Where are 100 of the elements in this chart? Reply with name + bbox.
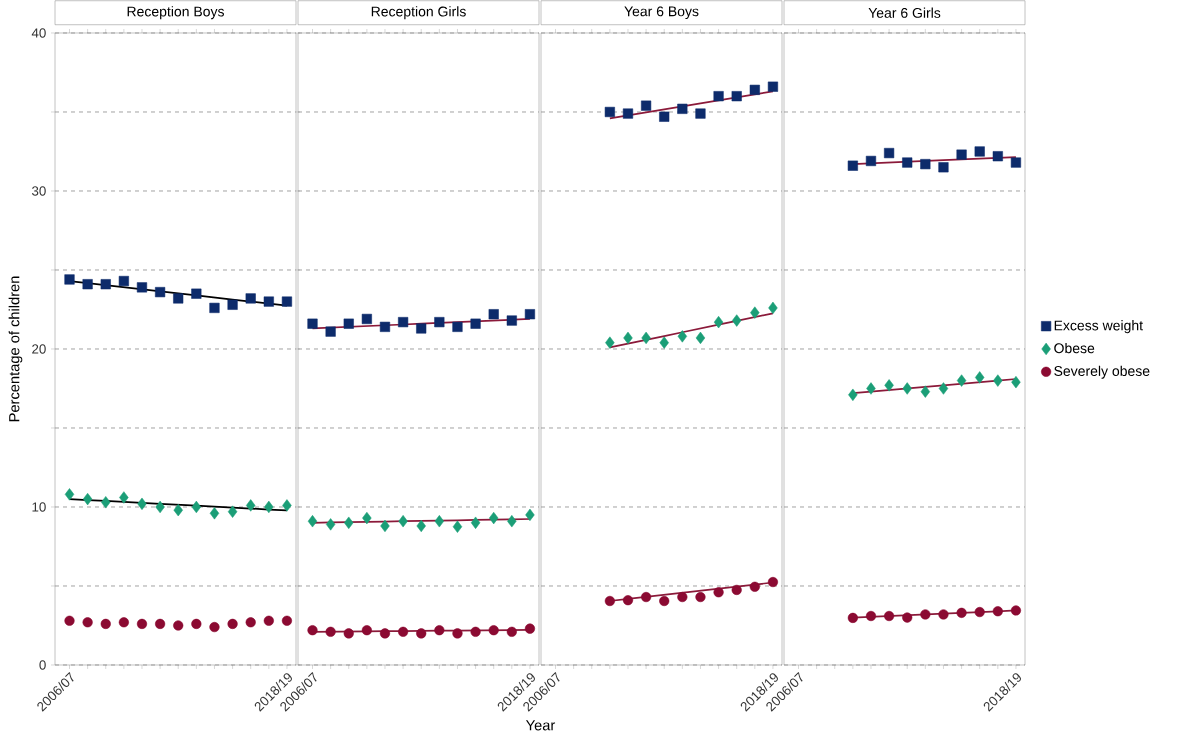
point <box>956 374 967 387</box>
point <box>173 293 184 304</box>
point <box>398 626 409 637</box>
point <box>245 617 256 628</box>
point <box>118 275 129 287</box>
point <box>361 625 372 636</box>
legend-label: Obese <box>1054 342 1095 354</box>
point <box>956 607 967 618</box>
chart-title: Year 6 Girls <box>868 7 941 18</box>
point <box>398 317 409 328</box>
point <box>623 331 633 345</box>
point <box>343 628 354 639</box>
point <box>434 625 445 636</box>
point <box>118 617 129 628</box>
point <box>1010 605 1022 616</box>
point <box>155 500 165 514</box>
point <box>992 151 1003 162</box>
point <box>191 618 202 629</box>
point <box>281 615 293 626</box>
point <box>227 505 238 518</box>
point <box>155 618 166 629</box>
point <box>82 279 93 290</box>
point <box>101 496 111 509</box>
point <box>731 584 742 595</box>
point <box>470 516 481 529</box>
point <box>343 318 354 329</box>
point <box>695 108 706 119</box>
point <box>713 91 724 102</box>
point <box>992 606 1003 617</box>
point <box>749 581 760 592</box>
point <box>246 499 256 512</box>
point <box>731 91 742 102</box>
point <box>379 321 391 332</box>
point <box>136 618 148 629</box>
point <box>902 612 913 623</box>
point <box>677 103 688 114</box>
point <box>209 507 220 520</box>
point <box>677 591 688 603</box>
point <box>884 148 895 159</box>
point <box>507 515 517 528</box>
point <box>82 492 93 506</box>
point <box>956 149 967 160</box>
point <box>865 610 877 622</box>
point <box>173 620 184 631</box>
point <box>137 497 147 510</box>
point <box>866 382 876 395</box>
point <box>380 519 390 533</box>
point <box>227 299 238 310</box>
point <box>416 519 426 533</box>
point <box>209 621 220 633</box>
point <box>641 331 651 345</box>
point <box>325 626 336 637</box>
point <box>64 615 75 626</box>
point <box>100 618 111 629</box>
point <box>938 162 949 173</box>
point <box>119 491 129 504</box>
chart-title: Year 6 Boys <box>624 6 699 20</box>
point <box>622 108 634 119</box>
point <box>847 612 858 623</box>
y-tick-label: 10 <box>32 502 46 512</box>
point <box>768 301 778 315</box>
point <box>362 511 372 525</box>
point <box>749 84 760 95</box>
point <box>434 515 445 528</box>
point <box>506 315 517 326</box>
point <box>416 323 427 334</box>
point <box>713 587 724 598</box>
point <box>209 302 220 313</box>
point <box>155 287 166 298</box>
point <box>282 499 292 512</box>
point <box>713 315 724 329</box>
point <box>732 314 742 327</box>
point <box>974 606 985 618</box>
point <box>281 296 293 307</box>
point <box>767 81 779 92</box>
point <box>361 313 372 325</box>
point <box>920 385 931 398</box>
point <box>1011 376 1021 389</box>
point <box>659 336 669 349</box>
point <box>524 623 536 634</box>
point <box>677 330 688 343</box>
point <box>695 331 706 345</box>
point <box>325 518 336 531</box>
point <box>82 617 93 628</box>
point <box>848 388 858 401</box>
point <box>525 508 535 522</box>
legend-label: Excess weight <box>1054 320 1143 334</box>
point <box>307 318 318 329</box>
point <box>452 321 463 332</box>
point <box>847 160 858 171</box>
point <box>641 100 652 111</box>
point <box>307 625 318 636</box>
point <box>506 626 517 637</box>
point <box>64 274 75 285</box>
point <box>470 626 481 637</box>
point <box>263 296 274 307</box>
y-tick-label: 0 <box>39 660 46 670</box>
x-axis-title: Year <box>525 720 556 731</box>
point <box>750 306 760 319</box>
y-axis-title: Percentage of children <box>8 276 23 422</box>
